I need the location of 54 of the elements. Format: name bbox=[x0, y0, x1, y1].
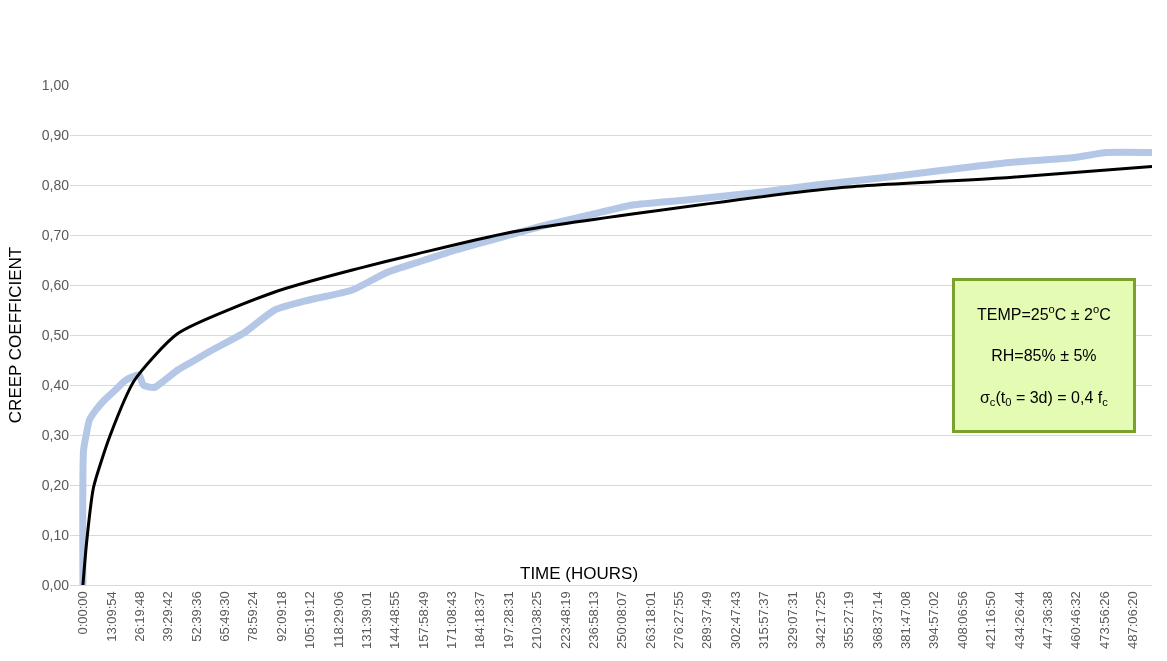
x-tick-label: 460:46:32 bbox=[1068, 591, 1084, 650]
x-tick-label: 329:07:31 bbox=[784, 591, 800, 650]
y-tick-label: 0,00 bbox=[41, 576, 70, 593]
x-tick-label: 434:26:44 bbox=[1011, 591, 1027, 650]
x-tick-label: 447:36:38 bbox=[1039, 591, 1055, 650]
x-tick-label: 223:48:19 bbox=[557, 591, 573, 650]
annotation: σ$_{c}$(t$_{0}$ = 3d) = 0,4 f$_{c}$ bbox=[979, 388, 1109, 409]
x-tick-label: 263:18:01 bbox=[642, 591, 658, 650]
x-tick-label: 0:00:00 bbox=[75, 591, 91, 635]
x-tick-label: 381:47:08 bbox=[898, 591, 914, 650]
x-tick-label: 473:56:26 bbox=[1096, 591, 1112, 650]
x-tick-label: 342:17:25 bbox=[812, 591, 828, 650]
x-tick-label: 52:39:36 bbox=[188, 591, 204, 642]
x-tick-label: 39:29:42 bbox=[160, 591, 176, 642]
x-tick-label: 302:47:43 bbox=[727, 591, 743, 650]
x-tick-label: 289:37:49 bbox=[699, 591, 715, 650]
x-tick-label: 315:57:37 bbox=[756, 591, 772, 650]
y-tick-label: 1,00 bbox=[41, 76, 70, 93]
x-tick-label: 421:16:50 bbox=[983, 591, 999, 650]
x-tick-label: 250:08:07 bbox=[614, 591, 630, 650]
x-tick-label: 144:48:55 bbox=[387, 591, 403, 650]
x-tick-label: 394:57:02 bbox=[926, 591, 942, 650]
x-tick-label: 131:39:01 bbox=[358, 591, 374, 650]
x-tick-label: 105:19:12 bbox=[302, 591, 318, 650]
y-tick-label: 0,20 bbox=[41, 476, 70, 493]
annotation: RH=85% ± 5% bbox=[991, 347, 1097, 365]
annotation: TEMP=25$^{o}$C ± 2$^{o}$C bbox=[977, 303, 1111, 323]
x-tick-label: 171:08:43 bbox=[444, 591, 460, 650]
x-tick-label: 92:09:18 bbox=[273, 591, 289, 642]
x-tick-label: 13:09:54 bbox=[103, 591, 119, 642]
x-tick-label: 236:58:13 bbox=[585, 591, 601, 650]
x-tick-label: 210:38:25 bbox=[529, 591, 545, 650]
x-tick-label: 355:27:19 bbox=[841, 591, 857, 650]
y-tick-label: 0,80 bbox=[41, 176, 70, 193]
x-tick-label: 487:06:20 bbox=[1125, 591, 1141, 650]
y-tick-label: 0,90 bbox=[41, 126, 70, 143]
x-tick-label: 157:58:49 bbox=[415, 591, 431, 650]
y-tick-label: 0,50 bbox=[41, 326, 70, 343]
y-tick-label: 0,70 bbox=[41, 226, 70, 243]
y-tick-label: 0,30 bbox=[41, 426, 70, 443]
x-tick-label: 276:27:55 bbox=[671, 591, 687, 650]
x-tick-label: 197:28:31 bbox=[500, 591, 516, 650]
x-tick-label: 118:29:06 bbox=[330, 591, 346, 649]
y-axis-title: CREEP COEFFICIENT bbox=[6, 246, 26, 424]
x-tick-label: 184:18:37 bbox=[472, 591, 488, 650]
x-tick-label: 368:37:14 bbox=[869, 591, 885, 650]
x-axis-title: TIME (HOURS) bbox=[520, 564, 639, 583]
x-tick-label: 65:49:30 bbox=[217, 591, 233, 642]
x-tick-label: 78:59:24 bbox=[245, 591, 261, 642]
x-tick-label: 408:06:56 bbox=[954, 591, 970, 650]
y-tick-label: 0,60 bbox=[41, 276, 70, 293]
x-tick-label: 26:19:48 bbox=[131, 591, 147, 642]
y-tick-label: 0,10 bbox=[41, 526, 70, 543]
y-tick-label: 0,40 bbox=[41, 376, 70, 393]
